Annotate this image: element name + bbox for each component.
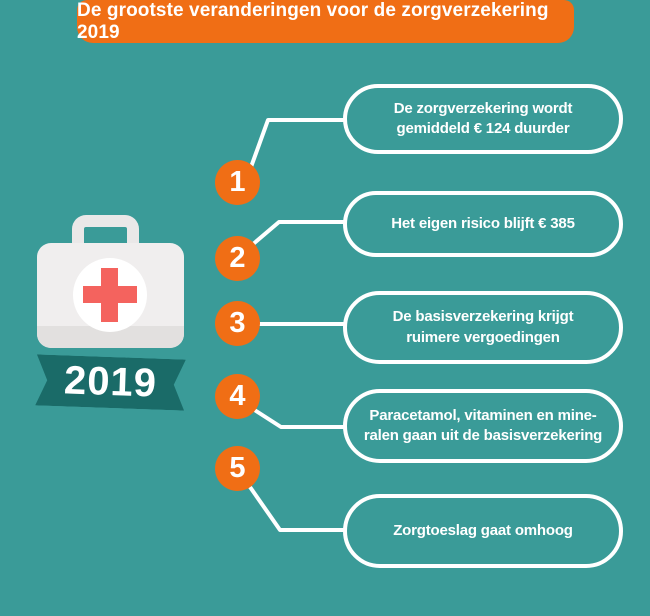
connector-line-5: [248, 485, 347, 532]
bubble-text-1: De zorgverzekering wordt gemiddeld € 124…: [393, 99, 573, 137]
bubble-item-2: Het eigen risico blijft € 385: [343, 191, 623, 257]
header-banner: De grootste veranderingen voor de zorgve…: [77, 0, 574, 43]
step-number-2-label: 2: [229, 242, 246, 274]
kit-body: [37, 243, 184, 348]
step-number-5: 5: [215, 446, 260, 491]
step-number-3-label: 3: [229, 307, 246, 339]
step-number-3: 3: [215, 301, 260, 346]
bubble-text-4: Paracetamol, vitaminen en mine- ralen ga…: [363, 406, 603, 444]
bubble-text-2: Het eigen risico blijft € 385: [391, 214, 575, 232]
step-number-1: 1: [215, 160, 260, 205]
step-number-4-label: 4: [229, 380, 246, 412]
kit-cross-badge: [73, 258, 147, 332]
step-number-1-label: 1: [229, 166, 246, 198]
bubble-item-4: Paracetamol, vitaminen en mine- ralen ga…: [343, 389, 623, 463]
step-number-4: 4: [215, 374, 260, 419]
bubble-item-5: Zorgtoeslag gaat omhoog: [343, 494, 623, 568]
connector-line-1: [249, 118, 347, 168]
red-cross-icon: [101, 268, 118, 322]
bubble-item-1: De zorgverzekering wordt gemiddeld € 124…: [343, 84, 623, 154]
connector-line-4: [251, 407, 347, 429]
step-number-5-label: 5: [229, 452, 246, 484]
bubble-text-3: De basisverzekering krijgt ruimere vergo…: [392, 308, 574, 346]
year-ribbon: 2019: [35, 354, 186, 410]
kit-body-shadow: [37, 326, 184, 348]
year-label: 2019: [63, 358, 158, 406]
connector-line-2: [250, 220, 347, 247]
page-title: De grootste veranderingen voor de zorgve…: [77, 0, 549, 43]
step-number-2: 2: [215, 236, 260, 281]
bubble-item-3: De basisverzekering krijgt ruimere vergo…: [343, 291, 623, 364]
bubble-text-5: Zorgtoeslag gaat omhoog: [393, 521, 573, 539]
